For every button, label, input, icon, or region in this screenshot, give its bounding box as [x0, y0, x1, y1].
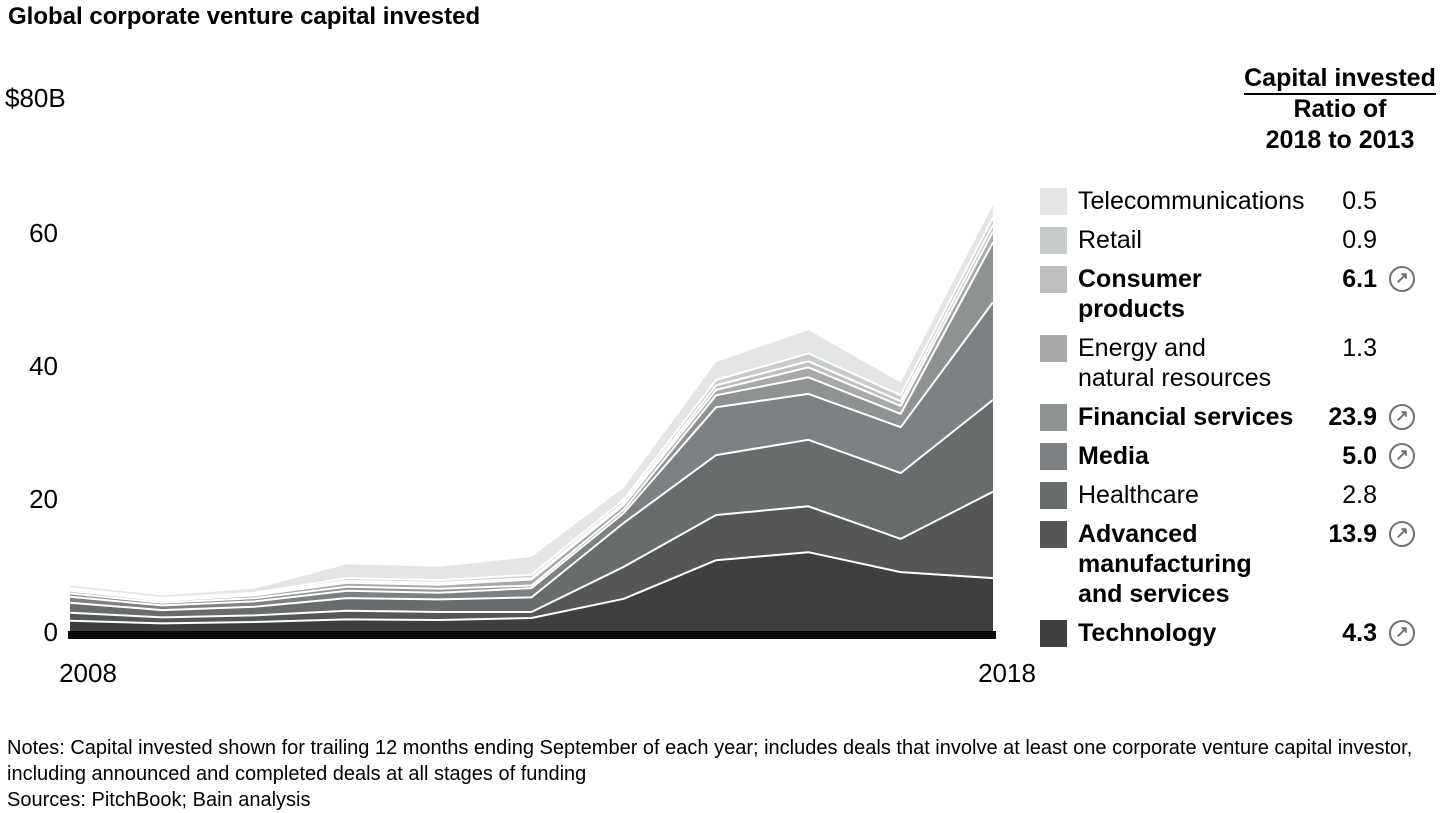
- series-boundary-line: [69, 224, 994, 601]
- legend-subheader-line1: Ratio of: [1293, 95, 1387, 123]
- series-boundary-line: [69, 217, 994, 600]
- legend-label: Advanced manufacturing and services: [1078, 520, 1252, 608]
- legend-row-telecommunications: Telecommunications 0.5: [1040, 186, 1440, 216]
- legend-subheader-line2: 2018 to 2013: [1265, 126, 1415, 154]
- growth-arrow-icon: ↗: [1389, 266, 1415, 292]
- legend-row-financial-services: Financial services 23.9 ↗: [1040, 402, 1440, 432]
- legend-ratio-value: 23.9: [1328, 403, 1377, 431]
- legend-row-consumer-products: Consumer products 6.1 ↗: [1040, 264, 1440, 324]
- legend-row-healthcare: Healthcare 2.8: [1040, 480, 1440, 510]
- growth-arrow-icon: ↗: [1389, 443, 1415, 469]
- legend-label: Financial services: [1078, 403, 1294, 431]
- legend-swatch: [1040, 521, 1067, 548]
- legend-swatch: [1040, 227, 1067, 254]
- growth-arrow-icon: ↗: [1389, 521, 1415, 547]
- y-axis-tick-20: 20: [29, 484, 58, 514]
- arrow-cell: ↗: [1377, 618, 1415, 648]
- legend-swatch: [1040, 443, 1067, 470]
- arrow-cell: ↗: [1377, 519, 1415, 549]
- sources-text: Sources: PitchBook; Bain analysis: [7, 789, 311, 811]
- legend-ratio-value: 2.8: [1342, 481, 1377, 509]
- stacked-area-chart: [68, 205, 996, 639]
- area-technology: [70, 552, 993, 632]
- page-title: Global corporate venture capital investe…: [8, 3, 481, 30]
- legend-row-energy-and-natural-resources: Energy and natural resources 1.3: [1040, 333, 1440, 393]
- legend-label: Telecommunications: [1078, 187, 1305, 215]
- legend-row-retail: Retail 0.9: [1040, 225, 1440, 255]
- legend-label: Healthcare: [1078, 481, 1199, 509]
- legend-swatch: [1040, 188, 1067, 215]
- legend-row-media: Media 5.0 ↗: [1040, 441, 1440, 471]
- growth-arrow-icon: ↗: [1389, 620, 1415, 646]
- legend-row-advanced-manufacturing-and-services: Advanced manufacturing and services 13.9 ↗: [1040, 519, 1440, 609]
- arrow-cell: [1377, 333, 1415, 363]
- y-axis-tick-60: 60: [29, 218, 58, 248]
- growth-arrow-icon: ↗: [1389, 404, 1415, 430]
- legend-row-technology: Technology 4.3 ↗: [1040, 618, 1440, 648]
- area-healthcare: [70, 399, 993, 618]
- legend-ratio-value: 0.5: [1342, 187, 1377, 215]
- legend-ratio-value: 0.9: [1342, 226, 1377, 254]
- y-axis-tick-0: 0: [43, 617, 58, 647]
- y-axis-tick-40: 40: [29, 351, 58, 381]
- series-boundary-line: [69, 231, 994, 602]
- series-boundary-line: [69, 301, 994, 607]
- legend-header: Capital invested Ratio of 2018 to 2013: [1240, 63, 1440, 156]
- legend-label: Energy and natural resources: [1078, 334, 1272, 392]
- series-boundary-line: [69, 399, 994, 612]
- legend-label: Technology: [1078, 619, 1217, 647]
- x-axis-tick-2008: 2008: [59, 658, 117, 688]
- arrow-cell: [1377, 480, 1415, 510]
- legend-swatch: [1040, 266, 1067, 293]
- series-boundary-line: [69, 551, 994, 625]
- legend-ratio-value: 1.3: [1342, 334, 1377, 362]
- legend-swatch: [1040, 335, 1067, 362]
- series-boundary-line: [69, 490, 994, 619]
- legend-ratio-value: 6.1: [1342, 265, 1377, 293]
- arrow-cell: ↗: [1377, 264, 1415, 294]
- arrow-cell: ↗: [1377, 441, 1415, 471]
- notes-text: Notes: Capital invested shown for traili…: [7, 737, 1413, 785]
- arrow-cell: ↗: [1377, 402, 1415, 432]
- arrow-cell: [1377, 186, 1415, 216]
- y-axis-tick-80: $80B: [5, 83, 66, 113]
- legend-ratio-value: 5.0: [1342, 442, 1377, 470]
- legend-label: Retail: [1078, 226, 1142, 254]
- legend-ratio-value: 4.3: [1342, 619, 1377, 647]
- legend-swatch: [1040, 482, 1067, 509]
- legend-swatch: [1040, 620, 1067, 647]
- legend: Telecommunications 0.5 Retail 0.9 Consumer p…: [1040, 186, 1440, 657]
- legend-ratio-value: 13.9: [1328, 520, 1377, 548]
- x-axis-tick-2018: 2018: [978, 658, 1036, 688]
- legend-header-title: Capital invested: [1244, 64, 1436, 95]
- legend-swatch: [1040, 404, 1067, 431]
- area-advanced-manufacturing-and-services: [70, 491, 993, 624]
- legend-label: Media: [1078, 442, 1149, 470]
- legend-label: Consumer products: [1078, 265, 1202, 323]
- arrow-cell: [1377, 225, 1415, 255]
- series-boundary-line: [69, 241, 994, 604]
- x-axis-line: [68, 631, 996, 639]
